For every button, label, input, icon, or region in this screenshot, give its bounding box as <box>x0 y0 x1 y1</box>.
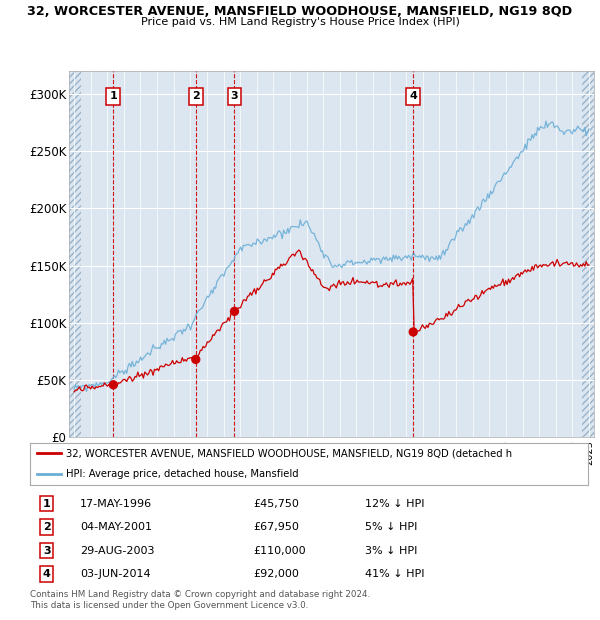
Point <box>230 306 239 316</box>
Text: Price paid vs. HM Land Registry's House Price Index (HPI): Price paid vs. HM Land Registry's House … <box>140 17 460 27</box>
Text: HPI: Average price, detached house, Mansfield: HPI: Average price, detached house, Mans… <box>66 469 299 479</box>
Text: 4: 4 <box>43 569 50 579</box>
Text: £110,000: £110,000 <box>253 546 306 556</box>
Text: 32, WORCESTER AVENUE, MANSFIELD WOODHOUSE, MANSFIELD, NG19 8QD: 32, WORCESTER AVENUE, MANSFIELD WOODHOUS… <box>28 5 572 18</box>
Point <box>109 380 118 390</box>
Text: 32, WORCESTER AVENUE, MANSFIELD WOODHOUSE, MANSFIELD, NG19 8QD (detached h: 32, WORCESTER AVENUE, MANSFIELD WOODHOUS… <box>66 448 512 458</box>
Text: 17-MAY-1996: 17-MAY-1996 <box>80 498 152 508</box>
Text: 3: 3 <box>43 546 50 556</box>
Text: 5% ↓ HPI: 5% ↓ HPI <box>365 522 417 532</box>
Text: 41% ↓ HPI: 41% ↓ HPI <box>365 569 424 579</box>
Text: 12% ↓ HPI: 12% ↓ HPI <box>365 498 424 508</box>
Text: 2: 2 <box>192 91 200 102</box>
Point <box>191 355 200 365</box>
Text: £45,750: £45,750 <box>253 498 299 508</box>
Text: 03-JUN-2014: 03-JUN-2014 <box>80 569 151 579</box>
Text: 3: 3 <box>230 91 238 102</box>
Text: Contains HM Land Registry data © Crown copyright and database right 2024.: Contains HM Land Registry data © Crown c… <box>30 590 370 600</box>
Text: 29-AUG-2003: 29-AUG-2003 <box>80 546 155 556</box>
Point <box>409 327 418 337</box>
Text: 1: 1 <box>43 498 50 508</box>
Text: This data is licensed under the Open Government Licence v3.0.: This data is licensed under the Open Gov… <box>30 601 308 611</box>
Text: 2: 2 <box>43 522 50 532</box>
Text: £67,950: £67,950 <box>253 522 299 532</box>
Text: 1: 1 <box>109 91 117 102</box>
Text: £92,000: £92,000 <box>253 569 299 579</box>
Text: 04-MAY-2001: 04-MAY-2001 <box>80 522 152 532</box>
Text: 4: 4 <box>409 91 417 102</box>
Text: 3% ↓ HPI: 3% ↓ HPI <box>365 546 417 556</box>
